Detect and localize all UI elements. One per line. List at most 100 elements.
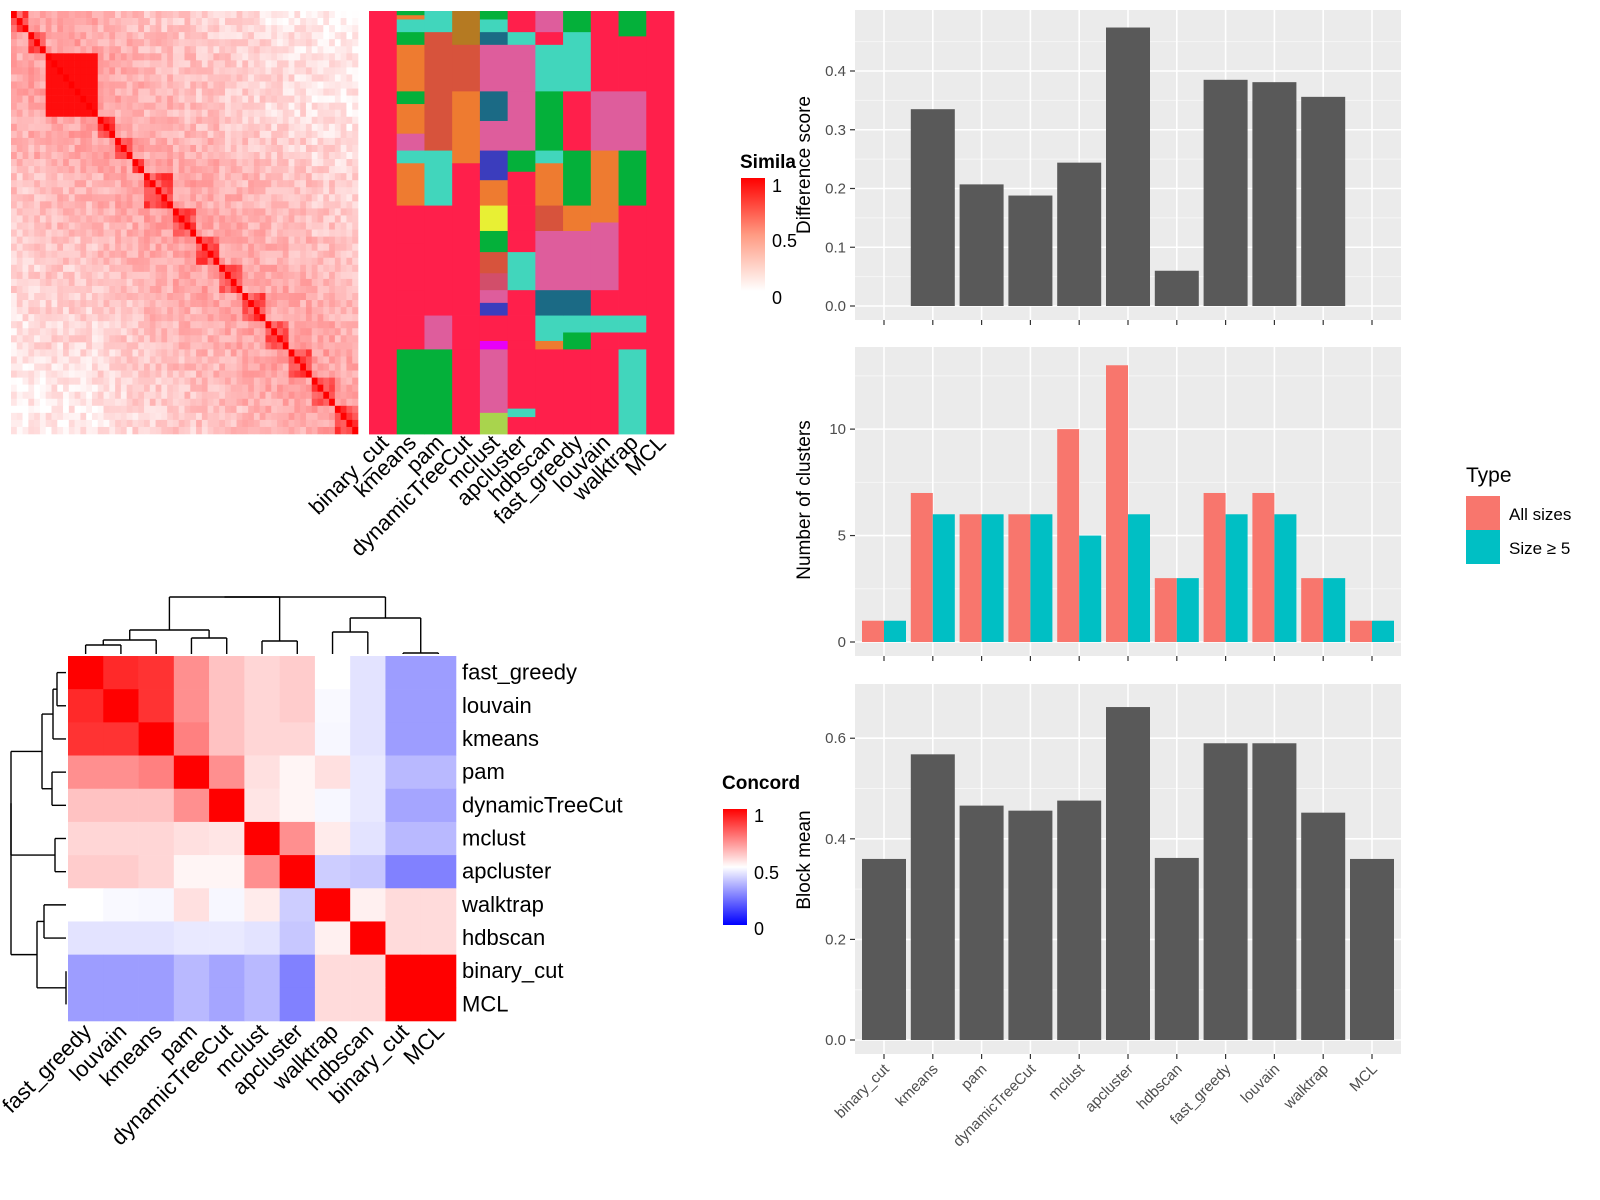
concordance-cell	[350, 987, 386, 1022]
similarity-cell	[294, 285, 301, 294]
similarity-cell	[190, 278, 197, 287]
similarity-cell	[288, 25, 295, 33]
similarity-cell	[144, 137, 151, 146]
similarity-cell	[39, 370, 46, 378]
similarity-cell	[265, 159, 272, 167]
similarity-cell	[126, 102, 133, 110]
similarity-cell	[103, 53, 110, 61]
similarity-cell	[68, 412, 75, 421]
similarity-cell	[352, 335, 359, 343]
similarity-cell	[28, 377, 35, 385]
similarity-cell	[242, 144, 249, 153]
similarity-cell	[74, 173, 81, 181]
similarity-cell	[109, 342, 116, 350]
similarity-cell	[230, 222, 237, 230]
similarity-cell	[178, 60, 185, 68]
similarity-cell	[172, 173, 180, 181]
similarity-cell	[22, 144, 29, 153]
bar	[1203, 79, 1248, 306]
bar	[959, 184, 1004, 306]
similarity-cell	[236, 264, 243, 273]
similarity-cell	[86, 349, 93, 357]
similarity-cell	[340, 152, 347, 160]
similarity-cell	[45, 159, 52, 167]
similarity-cell	[86, 391, 93, 400]
similarity-cell	[288, 215, 295, 223]
bar-all-sizes	[1008, 514, 1031, 642]
similarity-cell	[253, 166, 260, 174]
similarity-cell	[57, 116, 64, 125]
similarity-cell	[317, 88, 324, 96]
similarity-cell	[39, 335, 46, 343]
similarity-cell	[155, 391, 162, 400]
concordance-row-label: fast_greedy	[462, 660, 577, 685]
similarity-cell	[68, 229, 75, 237]
similarity-cell	[155, 137, 162, 146]
similarity-cell	[120, 46, 127, 54]
similarity-cell	[207, 307, 214, 315]
similarity-cell	[259, 194, 266, 202]
similarity-cell	[248, 208, 255, 216]
similarity-cell	[288, 18, 295, 26]
similarity-cell	[51, 187, 58, 195]
similarity-cell	[16, 349, 23, 357]
concordance-cell	[68, 755, 104, 790]
similarity-cell	[219, 67, 226, 75]
similarity-cell	[294, 102, 301, 110]
similarity-cell	[16, 391, 23, 400]
similarity-cell	[91, 236, 99, 244]
similarity-cell	[120, 95, 127, 103]
similarity-cell	[288, 363, 295, 371]
similarity-cell	[126, 81, 133, 89]
similarity-cell	[196, 426, 203, 435]
similarity-cell	[167, 194, 174, 202]
similarity-cell	[74, 419, 81, 428]
similarity-cell	[155, 67, 162, 75]
similarity-cell	[91, 18, 99, 26]
similarity-cell	[300, 335, 307, 343]
concordance-cell	[314, 788, 351, 823]
similarity-cell	[219, 116, 226, 125]
similarity-cell	[271, 293, 278, 301]
similarity-cell	[334, 412, 341, 421]
similarity-cell	[91, 222, 99, 230]
similarity-cell	[28, 300, 35, 308]
similarity-cell	[329, 123, 336, 132]
similarity-cell	[28, 25, 35, 33]
similarity-cell	[207, 391, 214, 400]
bar-all-sizes	[910, 492, 933, 642]
similarity-cell	[253, 60, 260, 68]
similarity-cell	[224, 335, 232, 343]
concordance-cell	[209, 755, 245, 790]
similarity-cell	[178, 166, 185, 174]
similarity-cell	[11, 187, 18, 195]
similarity-cell	[190, 144, 197, 153]
similarity-cell	[39, 116, 46, 125]
similarity-cell	[236, 152, 243, 160]
similarity-cell	[97, 46, 104, 54]
similarity-cell	[248, 32, 255, 40]
similarity-cell	[155, 53, 162, 61]
similarity-cell	[115, 377, 122, 385]
similarity-cell	[352, 173, 359, 181]
similarity-cell	[288, 159, 295, 167]
similarity-cell	[63, 53, 70, 61]
similarity-cell	[115, 166, 122, 174]
similarity-cell	[294, 215, 301, 223]
similarity-cell	[155, 342, 162, 350]
similarity-cell	[184, 391, 191, 400]
similarity-cell	[22, 278, 29, 287]
similarity-cell	[103, 307, 110, 315]
similarity-cell	[230, 426, 237, 435]
similarity-cell	[97, 81, 104, 89]
similarity-cell	[161, 257, 168, 266]
cluster-cell	[590, 349, 619, 435]
similarity-cell	[323, 356, 330, 364]
similarity-cell	[236, 412, 243, 421]
similarity-cell	[132, 293, 139, 301]
similarity-cell	[184, 243, 191, 251]
similarity-cell	[248, 342, 255, 350]
similarity-cell	[334, 18, 341, 26]
similarity-cell	[230, 123, 237, 132]
similarity-cell	[300, 25, 307, 33]
